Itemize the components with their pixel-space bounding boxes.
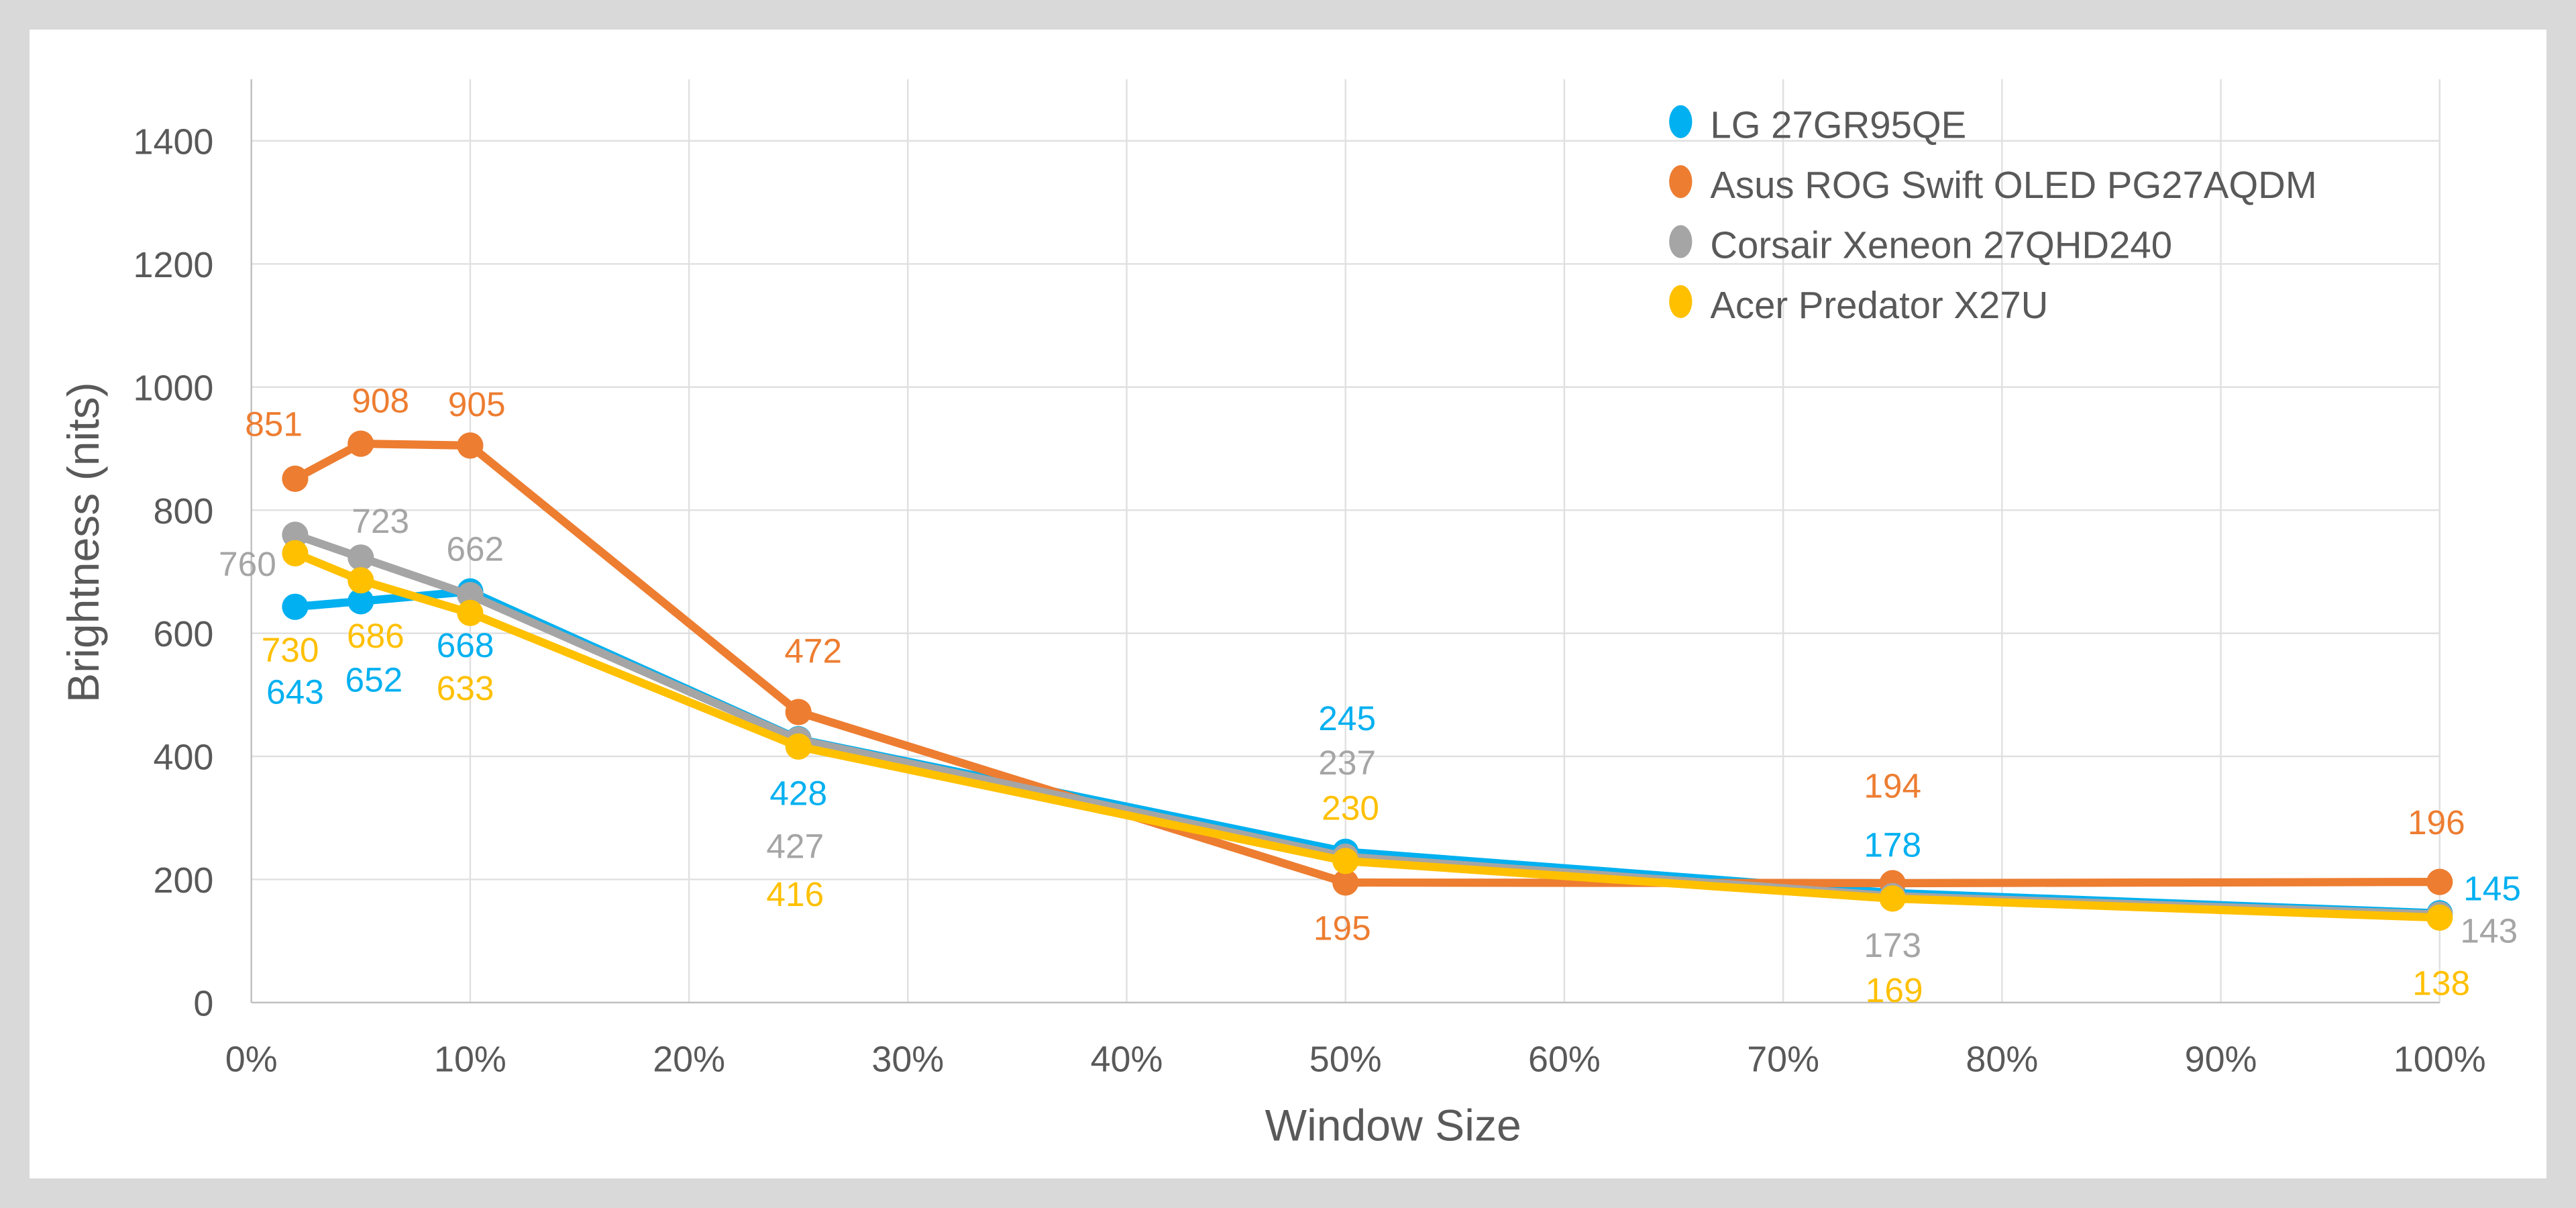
data-label-lg-27gr95qe: 178 xyxy=(1864,825,1921,864)
data-point-acer-predator-x27u xyxy=(785,733,812,760)
y-tick-label: 800 xyxy=(153,491,213,532)
data-label-corsair-xeneon-27qhd240: 143 xyxy=(2460,911,2518,950)
data-label-acer-predator-x27u: 169 xyxy=(1866,970,1923,1009)
data-label-corsair-xeneon-27qhd240: 427 xyxy=(766,827,824,866)
legend-label: LG 27GR95QE xyxy=(1710,104,1966,146)
data-label-corsair-xeneon-27qhd240: 237 xyxy=(1318,743,1376,782)
x-tick-label: 10% xyxy=(434,1040,506,1080)
data-point-acer-predator-x27u xyxy=(457,599,484,626)
legend-marker xyxy=(1669,165,1693,199)
legend-marker xyxy=(1669,105,1693,138)
y-tick-label: 600 xyxy=(153,614,213,654)
x-tick-label: 100% xyxy=(2394,1040,2486,1080)
data-labels: 643 652 668 428 245 178 145 851 908 905 472 195 194 1… xyxy=(219,381,2521,1010)
x-tick-label: 70% xyxy=(1747,1040,1819,1080)
data-point-acer-predator-x27u xyxy=(1879,885,1906,912)
legend-item: LG 27GR95QE xyxy=(1669,104,1966,146)
data-label-asus-rog-swift-oled-pg27aqdm: 908 xyxy=(352,381,409,420)
x-tick-label: 90% xyxy=(2185,1040,2257,1080)
data-label-asus-rog-swift-oled-pg27aqdm: 195 xyxy=(1313,909,1371,948)
data-point-acer-predator-x27u xyxy=(282,540,309,566)
y-tick-label: 400 xyxy=(153,738,213,778)
x-tick-label: 40% xyxy=(1091,1040,1163,1080)
data-point-lg-27gr95qe xyxy=(282,593,309,620)
data-point-asus-rog-swift-oled-pg27aqdm xyxy=(347,430,374,457)
data-label-acer-predator-x27u: 416 xyxy=(766,874,824,913)
data-label-lg-27gr95qe: 668 xyxy=(437,625,494,664)
y-axis-ticks: 0 200 400 600 800 1000 1200 1400 xyxy=(133,121,214,1023)
legend-label: Corsair Xeneon 27QHD240 xyxy=(1710,223,2172,266)
data-label-asus-rog-swift-oled-pg27aqdm: 196 xyxy=(2408,803,2465,842)
data-label-asus-rog-swift-oled-pg27aqdm: 851 xyxy=(245,405,303,444)
y-tick-label: 1400 xyxy=(133,121,214,162)
legend-label: Asus ROG Swift OLED PG27AQDM xyxy=(1710,164,2316,206)
data-label-acer-predator-x27u: 633 xyxy=(437,668,494,707)
x-tick-label: 20% xyxy=(653,1040,725,1080)
data-label-lg-27gr95qe: 652 xyxy=(345,660,402,699)
data-label-corsair-xeneon-27qhd240: 662 xyxy=(446,529,504,568)
legend-marker xyxy=(1669,225,1693,258)
series-group xyxy=(282,430,2453,931)
y-axis-title: Brightness (nits) xyxy=(59,382,109,703)
data-label-lg-27gr95qe: 643 xyxy=(266,672,324,711)
legend-marker xyxy=(1669,285,1693,318)
data-label-acer-predator-x27u: 686 xyxy=(347,616,405,655)
x-tick-label: 80% xyxy=(1966,1040,2038,1080)
data-label-acer-predator-x27u: 230 xyxy=(1322,789,1379,827)
y-tick-label: 1000 xyxy=(133,368,214,408)
data-label-asus-rog-swift-oled-pg27aqdm: 472 xyxy=(784,632,842,670)
data-point-acer-predator-x27u xyxy=(2426,904,2453,931)
x-axis-title: Window Size xyxy=(1265,1101,1521,1151)
data-label-lg-27gr95qe: 245 xyxy=(1318,699,1376,738)
x-tick-label: 60% xyxy=(1528,1040,1601,1080)
data-point-acer-predator-x27u xyxy=(347,567,374,594)
data-point-asus-rog-swift-oled-pg27aqdm xyxy=(282,465,309,492)
data-label-lg-27gr95qe: 428 xyxy=(769,773,827,812)
legend: LG 27GR95QE Asus ROG Swift OLED PG27AQDM C… xyxy=(1669,104,2317,326)
data-point-acer-predator-x27u xyxy=(1332,848,1359,874)
legend-item: Asus ROG Swift OLED PG27AQDM xyxy=(1669,164,2317,206)
x-tick-label: 0% xyxy=(225,1040,278,1080)
y-tick-label: 200 xyxy=(153,860,213,901)
data-point-asus-rog-swift-oled-pg27aqdm xyxy=(785,699,812,725)
legend-item: Corsair Xeneon 27QHD240 xyxy=(1669,223,2172,266)
y-tick-label: 0 xyxy=(193,983,213,1023)
data-label-lg-27gr95qe: 145 xyxy=(2463,868,2521,907)
data-label-asus-rog-swift-oled-pg27aqdm: 905 xyxy=(448,385,506,423)
x-tick-label: 30% xyxy=(871,1040,944,1080)
data-point-corsair-xeneon-27qhd240 xyxy=(347,544,374,571)
legend-item: Acer Predator X27U xyxy=(1669,284,2048,326)
data-label-acer-predator-x27u: 138 xyxy=(2412,963,2470,1002)
y-tick-label: 1200 xyxy=(133,245,214,285)
data-label-corsair-xeneon-27qhd240: 760 xyxy=(219,544,276,583)
data-label-corsair-xeneon-27qhd240: 173 xyxy=(1864,925,1921,964)
data-point-asus-rog-swift-oled-pg27aqdm xyxy=(457,432,484,459)
x-tick-label: 50% xyxy=(1309,1040,1382,1080)
gridlines xyxy=(250,79,2440,1004)
data-point-asus-rog-swift-oled-pg27aqdm xyxy=(2426,868,2453,895)
legend-label: Acer Predator X27U xyxy=(1710,284,2048,326)
x-axis-ticks: 0% 10% 20% 30% 40% 50% 60% 70% 80% 90% 100% xyxy=(225,1040,2486,1080)
data-point-asus-rog-swift-oled-pg27aqdm xyxy=(1332,869,1359,896)
data-point-corsair-xeneon-27qhd240 xyxy=(282,521,309,548)
data-label-acer-predator-x27u: 730 xyxy=(262,630,319,669)
data-label-asus-rog-swift-oled-pg27aqdm: 194 xyxy=(1864,766,1921,805)
data-point-lg-27gr95qe xyxy=(347,588,374,615)
data-label-corsair-xeneon-27qhd240: 723 xyxy=(352,501,409,540)
